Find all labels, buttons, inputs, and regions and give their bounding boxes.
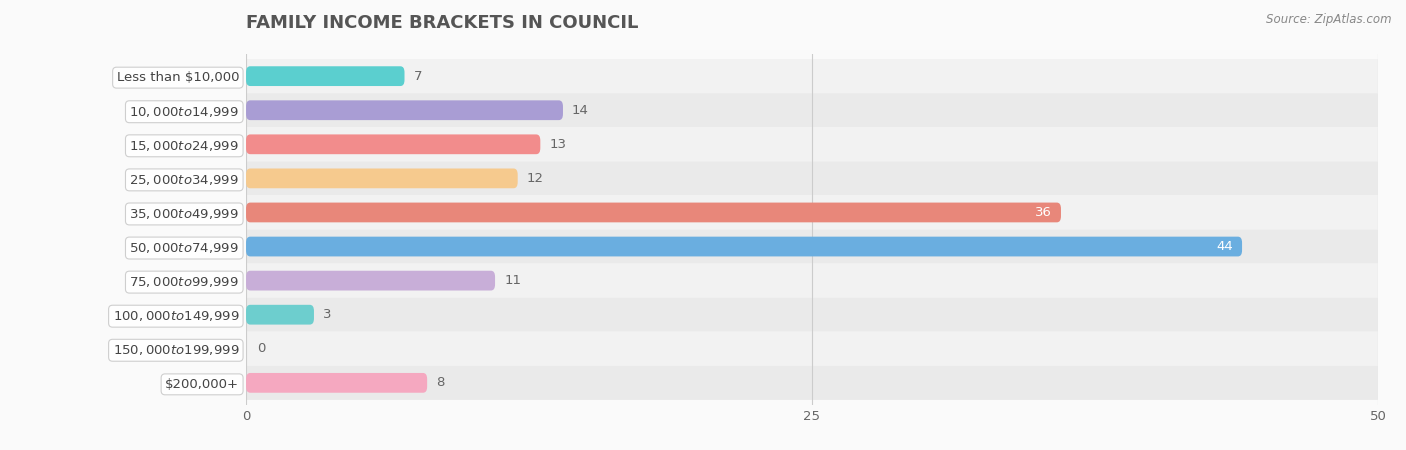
FancyBboxPatch shape bbox=[246, 168, 517, 188]
Text: 36: 36 bbox=[1035, 206, 1052, 219]
FancyBboxPatch shape bbox=[246, 297, 1378, 332]
FancyBboxPatch shape bbox=[246, 366, 1378, 400]
FancyBboxPatch shape bbox=[246, 93, 1378, 127]
FancyBboxPatch shape bbox=[246, 373, 427, 393]
Text: Source: ZipAtlas.com: Source: ZipAtlas.com bbox=[1267, 14, 1392, 27]
FancyBboxPatch shape bbox=[246, 195, 1378, 230]
FancyBboxPatch shape bbox=[246, 66, 405, 86]
Text: 11: 11 bbox=[505, 274, 522, 287]
Text: 13: 13 bbox=[550, 138, 567, 151]
FancyBboxPatch shape bbox=[246, 230, 1378, 264]
Text: 14: 14 bbox=[572, 104, 589, 117]
Text: 3: 3 bbox=[323, 308, 332, 321]
Text: 8: 8 bbox=[436, 376, 444, 389]
FancyBboxPatch shape bbox=[246, 135, 540, 154]
FancyBboxPatch shape bbox=[246, 271, 495, 291]
FancyBboxPatch shape bbox=[246, 305, 314, 324]
FancyBboxPatch shape bbox=[246, 162, 1378, 195]
Text: 7: 7 bbox=[413, 70, 422, 83]
Text: 0: 0 bbox=[257, 342, 266, 355]
FancyBboxPatch shape bbox=[246, 264, 1378, 297]
FancyBboxPatch shape bbox=[246, 127, 1378, 162]
FancyBboxPatch shape bbox=[246, 332, 1378, 366]
FancyBboxPatch shape bbox=[246, 100, 562, 120]
Text: 44: 44 bbox=[1216, 240, 1233, 253]
FancyBboxPatch shape bbox=[246, 59, 1378, 93]
FancyBboxPatch shape bbox=[246, 237, 1241, 256]
FancyBboxPatch shape bbox=[246, 202, 1062, 222]
Text: FAMILY INCOME BRACKETS IN COUNCIL: FAMILY INCOME BRACKETS IN COUNCIL bbox=[246, 14, 638, 32]
Text: 12: 12 bbox=[527, 172, 544, 185]
